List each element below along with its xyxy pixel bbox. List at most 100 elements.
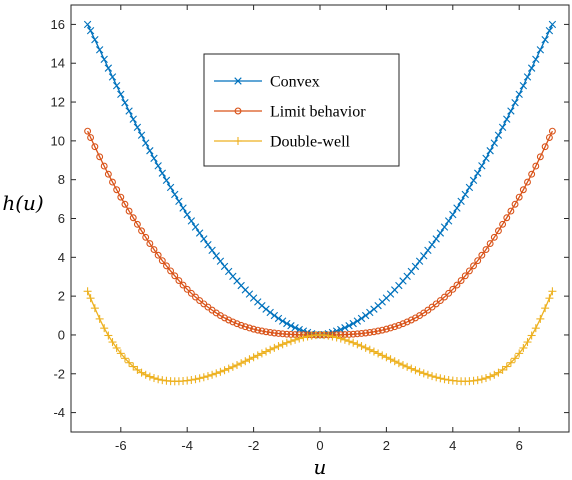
data-point — [100, 162, 108, 170]
data-point — [241, 357, 250, 366]
data-point — [387, 324, 394, 332]
data-point — [436, 297, 444, 305]
data-point — [332, 333, 341, 342]
data-point — [104, 170, 112, 178]
data-point — [175, 277, 183, 284]
data-point — [262, 305, 270, 313]
data-point — [245, 355, 254, 364]
data-point — [490, 370, 499, 379]
data-point — [91, 143, 99, 151]
data-point — [536, 314, 545, 323]
data-point — [423, 370, 432, 379]
x-tick-label: -6 — [115, 438, 127, 453]
data-point — [403, 318, 411, 326]
data-point — [324, 331, 333, 340]
data-point — [104, 331, 113, 340]
data-point — [295, 334, 304, 343]
data-point — [262, 328, 270, 336]
data-point — [527, 64, 536, 72]
data-point — [548, 127, 556, 135]
data-point — [420, 252, 428, 260]
data-point — [270, 343, 279, 352]
data-point — [465, 267, 473, 275]
data-point — [432, 373, 441, 382]
data-point — [457, 197, 465, 206]
data-point — [527, 331, 536, 340]
data-point — [494, 368, 503, 377]
data-point — [163, 262, 170, 270]
data-point — [358, 330, 365, 337]
data-point — [515, 349, 524, 358]
data-point — [253, 351, 262, 360]
data-point — [150, 374, 158, 383]
data-point — [274, 314, 283, 323]
data-point — [138, 227, 146, 235]
data-point — [453, 281, 461, 289]
data-point — [515, 90, 523, 98]
data-point — [328, 332, 337, 341]
data-point — [121, 200, 129, 208]
legend-marker — [234, 137, 242, 145]
data-point — [95, 46, 104, 54]
data-point — [270, 311, 279, 320]
data-point — [411, 366, 420, 375]
data-point — [83, 287, 92, 296]
data-point — [428, 372, 437, 381]
data-point — [341, 324, 349, 332]
data-point — [175, 197, 183, 206]
data-point — [195, 374, 204, 383]
data-point — [208, 370, 217, 379]
data-point — [349, 330, 357, 338]
data-point — [445, 289, 453, 297]
data-point — [478, 162, 486, 170]
data-point — [142, 233, 150, 241]
data-point — [503, 214, 511, 222]
data-point — [150, 154, 158, 163]
data-point — [391, 323, 399, 331]
data-point — [353, 340, 362, 349]
data-point — [395, 321, 403, 329]
y-tick-label: 10 — [51, 133, 65, 148]
y-tick-label: 14 — [51, 56, 65, 71]
data-point — [519, 343, 528, 352]
y-axis-label: h(u) — [2, 191, 43, 215]
data-point — [519, 81, 528, 90]
series-double-well — [83, 287, 557, 386]
data-point — [167, 267, 175, 275]
data-point — [507, 107, 515, 115]
y-tick-label: 6 — [58, 211, 65, 226]
data-point — [291, 324, 299, 332]
data-point — [200, 235, 208, 243]
data-point — [536, 153, 544, 161]
data-point — [204, 240, 212, 249]
data-point — [444, 217, 453, 225]
data-point — [158, 376, 167, 385]
data-point — [502, 362, 511, 371]
data-point — [532, 162, 540, 170]
data-point — [511, 200, 519, 208]
data-point — [457, 277, 465, 284]
data-point — [428, 240, 436, 249]
data-point — [250, 325, 258, 333]
data-point — [407, 267, 415, 276]
x-tick-label: -2 — [248, 438, 260, 453]
data-point — [125, 207, 133, 215]
data-point — [548, 287, 557, 296]
data-point — [532, 55, 540, 64]
legend-label: Convex — [270, 74, 320, 91]
data-point — [266, 328, 274, 336]
data-point — [474, 169, 482, 177]
data-point — [283, 319, 291, 328]
data-point — [129, 362, 138, 371]
data-point — [91, 36, 99, 44]
data-point — [511, 354, 520, 363]
data-point — [382, 325, 390, 333]
data-point — [486, 240, 494, 248]
data-point — [482, 374, 490, 383]
data-point — [528, 170, 536, 178]
data-point — [415, 257, 424, 265]
data-point — [187, 217, 196, 225]
data-point — [291, 335, 300, 344]
data-point — [249, 353, 258, 362]
